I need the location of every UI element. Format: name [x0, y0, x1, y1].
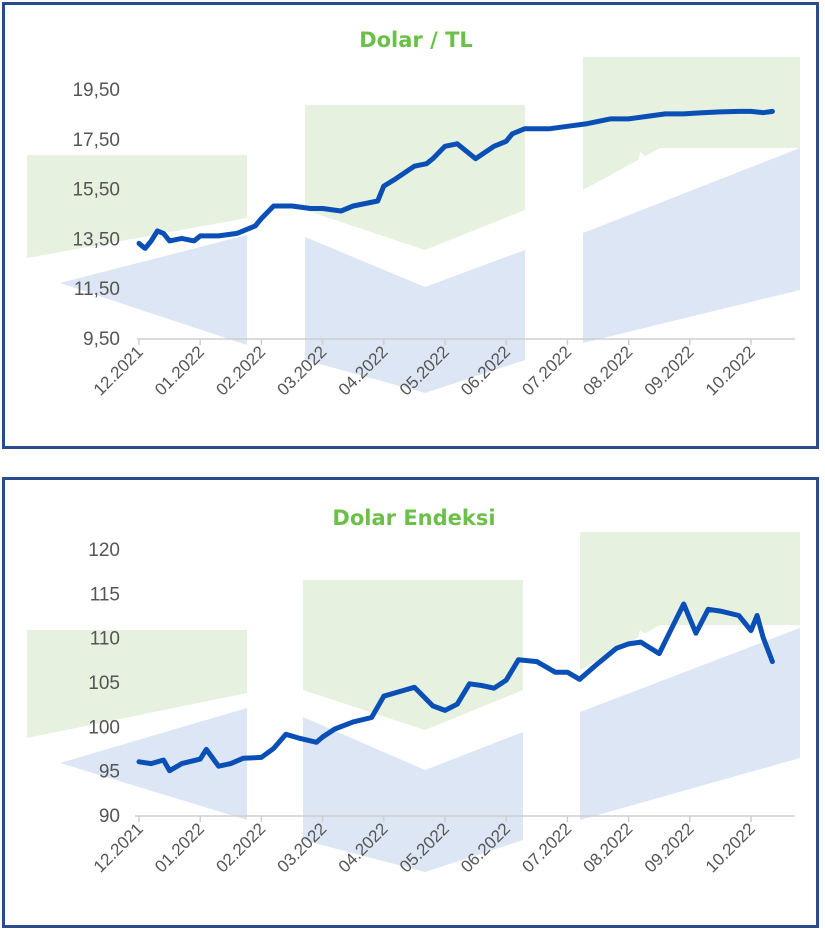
x-tick-label: 02.2022 [212, 819, 269, 876]
x-tick-label: 08.2022 [580, 819, 637, 876]
x-axis [135, 815, 795, 822]
watermark-logo [27, 57, 800, 393]
y-axis-ticks: 120 115 110 105 100 95 90 [88, 540, 120, 827]
x-tick-label: 09.2022 [641, 342, 698, 399]
y-tick-label: 115 [90, 584, 120, 605]
x-tick-label: 03.2022 [274, 819, 331, 876]
dolar-endeksi-chart: Dolar Endeksi 120 115 110 105 100 95 90 12.202… [27, 506, 800, 876]
x-axis [137, 338, 795, 345]
x-tick-label: 12.2021 [90, 819, 147, 876]
y-tick-label: 17,50 [72, 130, 120, 151]
chart-title: Dolar / TL [359, 28, 473, 52]
series-line-usd-try [136, 108, 775, 251]
y-axis-ticks: 19,50 17,50 15,50 13,50 11,50 9,50 [72, 80, 120, 350]
watermark-logo [27, 532, 800, 872]
dolar-tl-chart-panel: Dolar / TL 19,50 17,50 15,50 13,50 11,50 9,50… [2, 2, 819, 449]
y-tick-label: 90 [99, 806, 120, 827]
y-tick-label: 105 [88, 673, 120, 694]
x-tick-label: 07.2022 [518, 342, 575, 399]
chart-title: Dolar Endeksi [332, 506, 495, 530]
x-tick-label: 01.2022 [151, 819, 208, 876]
x-tick-label: 01.2022 [151, 342, 208, 399]
y-tick-label: 13,50 [72, 229, 120, 250]
y-tick-label: 19,50 [72, 80, 120, 101]
x-tick-label: 10.2022 [702, 819, 759, 876]
y-tick-label: 9,50 [83, 329, 120, 350]
x-tick-label: 02.2022 [212, 342, 269, 399]
series-line-dxy [136, 601, 775, 774]
x-tick-label: 07.2022 [518, 819, 575, 876]
y-tick-label: 110 [90, 629, 120, 650]
x-tick-label: 10.2022 [702, 342, 759, 399]
dolar-endeksi-chart-panel: Dolar Endeksi 120 115 110 105 100 95 90 12.202… [2, 477, 819, 928]
dolar-tl-chart: Dolar / TL 19,50 17,50 15,50 13,50 11,50 9,50… [27, 28, 800, 399]
y-tick-label: 120 [88, 540, 120, 561]
x-tick-label: 03.2022 [274, 342, 331, 399]
y-tick-label: 15,50 [72, 180, 120, 201]
y-tick-label: 11,50 [74, 279, 120, 300]
x-tick-label: 09.2022 [641, 819, 698, 876]
x-tick-label: 08.2022 [580, 342, 637, 399]
y-tick-label: 100 [88, 717, 120, 738]
x-tick-label: 12.2021 [90, 342, 147, 399]
y-tick-label: 95 [99, 762, 120, 783]
